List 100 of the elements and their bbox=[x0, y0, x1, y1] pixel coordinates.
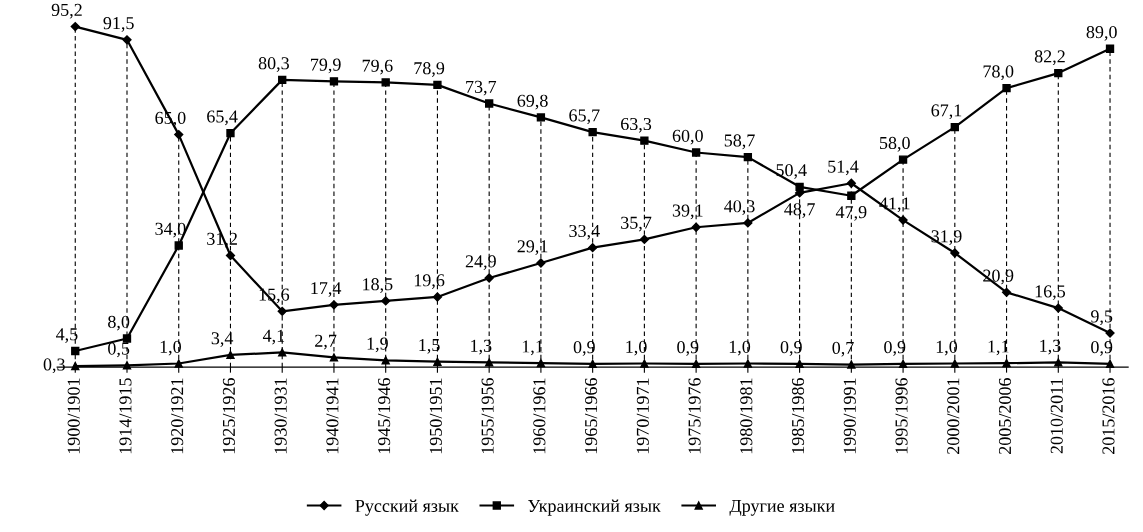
x-tick-label: 1995/1996 bbox=[895, 378, 908, 454]
point bbox=[846, 178, 856, 188]
data-label: 0,9 bbox=[1091, 341, 1113, 356]
data-label: 1,3 bbox=[471, 339, 492, 355]
x-tick-label: 1955/1956 bbox=[481, 378, 494, 454]
point bbox=[1105, 328, 1115, 338]
data-label: 47,9 bbox=[835, 206, 867, 221]
point bbox=[743, 152, 753, 162]
data-label: 2,7 bbox=[315, 334, 337, 350]
point bbox=[536, 113, 546, 122]
data-label: 1,3 bbox=[1040, 339, 1061, 355]
point bbox=[174, 241, 183, 250]
point bbox=[381, 356, 390, 365]
x-tick-label: 1980/1981 bbox=[740, 378, 753, 454]
point bbox=[743, 359, 753, 368]
point bbox=[691, 222, 701, 232]
x-tick-label: 1900/1901 bbox=[67, 378, 80, 454]
point bbox=[950, 359, 959, 368]
data-label: 0,9 bbox=[677, 341, 699, 356]
point bbox=[226, 129, 235, 138]
data-label: 0,9 bbox=[884, 341, 906, 356]
point bbox=[898, 359, 908, 369]
point bbox=[226, 350, 235, 360]
point bbox=[329, 353, 339, 362]
point bbox=[898, 155, 908, 164]
data-label: 0,3 bbox=[43, 358, 65, 374]
point bbox=[329, 300, 339, 310]
data-label: 4,1 bbox=[262, 329, 285, 345]
data-label: 35,7 bbox=[621, 216, 652, 232]
point bbox=[1054, 358, 1063, 367]
point bbox=[795, 359, 804, 369]
x-tick-label: 1965/1966 bbox=[585, 378, 598, 454]
x-tick-label: 1985/1986 bbox=[791, 378, 805, 454]
data-label: 1,0 bbox=[626, 340, 647, 356]
point bbox=[174, 359, 183, 368]
point bbox=[433, 357, 442, 366]
point bbox=[588, 359, 597, 369]
data-label: 50,4 bbox=[776, 164, 807, 179]
point bbox=[71, 346, 80, 356]
point bbox=[950, 122, 959, 132]
data-label: 34,0 bbox=[155, 222, 186, 238]
data-label: 17,4 bbox=[311, 282, 342, 297]
legend-label: Русский язык bbox=[355, 499, 459, 516]
point bbox=[71, 361, 80, 371]
x-tick-label: 1920/1921 bbox=[171, 378, 184, 454]
point bbox=[70, 21, 80, 32]
point bbox=[691, 148, 701, 157]
data-label: 9,5 bbox=[1091, 310, 1113, 326]
point bbox=[1002, 358, 1011, 368]
point bbox=[1001, 287, 1012, 297]
point bbox=[122, 334, 132, 343]
data-label: 65,4 bbox=[207, 110, 238, 126]
point bbox=[640, 136, 649, 145]
point bbox=[278, 348, 287, 357]
point bbox=[1053, 303, 1063, 313]
data-label: 89,0 bbox=[1086, 25, 1117, 41]
x-tick-label: 2005/2006 bbox=[998, 378, 1012, 454]
point bbox=[691, 359, 701, 369]
data-label: 1,0 bbox=[936, 340, 958, 356]
data-label: 69,8 bbox=[517, 94, 548, 110]
point bbox=[536, 358, 546, 368]
point bbox=[588, 243, 598, 253]
point bbox=[639, 234, 650, 245]
data-label: 60,0 bbox=[672, 129, 703, 145]
data-label: 51,4 bbox=[828, 160, 859, 176]
point bbox=[485, 99, 494, 108]
data-label: 8,0 bbox=[108, 315, 130, 331]
data-label: 0,5 bbox=[108, 342, 130, 358]
point bbox=[1105, 44, 1115, 53]
x-tick-label: 1975/1976 bbox=[688, 378, 701, 454]
data-label: 80,3 bbox=[258, 57, 289, 72]
point bbox=[433, 80, 442, 90]
legend-label: Другие языки bbox=[729, 500, 835, 516]
point bbox=[898, 215, 908, 225]
point bbox=[122, 35, 132, 45]
data-label: 91,5 bbox=[103, 17, 134, 32]
data-label: 16,5 bbox=[1035, 285, 1066, 301]
point bbox=[847, 360, 856, 369]
point bbox=[950, 248, 960, 258]
data-label: 33,4 bbox=[569, 224, 600, 240]
x-tick-label: 2010/2011 bbox=[1050, 378, 1063, 454]
data-label: 73,7 bbox=[466, 80, 497, 96]
data-label: 65,7 bbox=[569, 109, 600, 125]
point bbox=[588, 127, 597, 137]
x-tick-label: 1960/1961 bbox=[533, 378, 546, 454]
data-label: 1,9 bbox=[367, 337, 388, 353]
x-tick-label: 1990/1991 bbox=[843, 378, 856, 454]
legend-label: Украинский язык bbox=[528, 499, 661, 516]
x-tick-label: 2015/2016 bbox=[1102, 378, 1115, 454]
point bbox=[536, 258, 546, 268]
data-label: 31,9 bbox=[931, 230, 962, 245]
data-label: 48,7 bbox=[784, 203, 815, 218]
data-label: 63,3 bbox=[621, 117, 652, 133]
data-label: 82,2 bbox=[1034, 50, 1065, 66]
x-tick-label: 1970/1971 bbox=[636, 378, 649, 454]
data-label: 19,6 bbox=[414, 274, 445, 289]
data-label: 78,9 bbox=[414, 62, 445, 77]
data-label: 39,1 bbox=[672, 204, 703, 220]
data-label: 1,0 bbox=[729, 340, 751, 356]
point bbox=[795, 182, 804, 191]
